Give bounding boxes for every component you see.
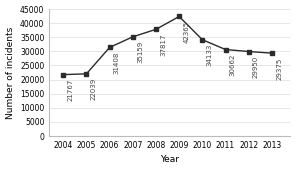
Text: 34133: 34133: [207, 44, 213, 66]
Text: 29950: 29950: [253, 56, 259, 78]
Text: 37817: 37817: [160, 33, 166, 56]
Text: 42365: 42365: [183, 21, 189, 43]
Text: 30662: 30662: [230, 54, 236, 76]
Text: 21767: 21767: [67, 79, 73, 101]
Text: 22039: 22039: [91, 78, 96, 100]
Text: 31408: 31408: [114, 52, 120, 74]
Text: 29375: 29375: [276, 57, 282, 80]
Text: 35159: 35159: [137, 41, 143, 63]
Y-axis label: Number of incidents: Number of incidents: [6, 26, 15, 119]
X-axis label: Year: Year: [160, 155, 179, 164]
